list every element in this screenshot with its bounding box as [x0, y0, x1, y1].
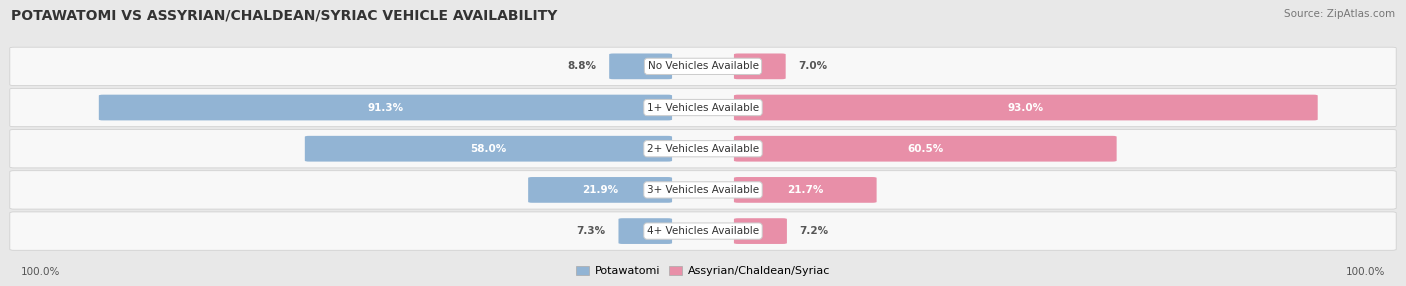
FancyBboxPatch shape	[305, 136, 672, 162]
Text: 100.0%: 100.0%	[21, 267, 60, 277]
FancyBboxPatch shape	[619, 218, 672, 244]
Text: 7.2%: 7.2%	[800, 226, 828, 236]
FancyBboxPatch shape	[10, 88, 1396, 127]
Text: 91.3%: 91.3%	[367, 103, 404, 112]
Text: 7.3%: 7.3%	[576, 226, 606, 236]
Text: No Vehicles Available: No Vehicles Available	[648, 61, 758, 71]
Text: 1+ Vehicles Available: 1+ Vehicles Available	[647, 103, 759, 112]
Text: 3+ Vehicles Available: 3+ Vehicles Available	[647, 185, 759, 195]
Text: 60.5%: 60.5%	[907, 144, 943, 154]
FancyBboxPatch shape	[10, 47, 1396, 86]
FancyBboxPatch shape	[734, 177, 876, 203]
Text: POTAWATOMI VS ASSYRIAN/CHALDEAN/SYRIAC VEHICLE AVAILABILITY: POTAWATOMI VS ASSYRIAN/CHALDEAN/SYRIAC V…	[11, 9, 558, 23]
FancyBboxPatch shape	[10, 130, 1396, 168]
Legend: Potawatomi, Assyrian/Chaldean/Syriac: Potawatomi, Assyrian/Chaldean/Syriac	[571, 261, 835, 281]
Text: Source: ZipAtlas.com: Source: ZipAtlas.com	[1284, 9, 1395, 19]
Text: 7.0%: 7.0%	[799, 61, 828, 71]
Text: 2+ Vehicles Available: 2+ Vehicles Available	[647, 144, 759, 154]
Text: 21.7%: 21.7%	[787, 185, 824, 195]
Text: 93.0%: 93.0%	[1008, 103, 1043, 112]
FancyBboxPatch shape	[10, 212, 1396, 250]
FancyBboxPatch shape	[734, 53, 786, 79]
FancyBboxPatch shape	[734, 136, 1116, 162]
FancyBboxPatch shape	[734, 95, 1317, 120]
FancyBboxPatch shape	[529, 177, 672, 203]
FancyBboxPatch shape	[609, 53, 672, 79]
Text: 8.8%: 8.8%	[568, 61, 596, 71]
Text: 100.0%: 100.0%	[1346, 267, 1385, 277]
Text: 58.0%: 58.0%	[471, 144, 506, 154]
FancyBboxPatch shape	[10, 171, 1396, 209]
FancyBboxPatch shape	[98, 95, 672, 120]
Text: 4+ Vehicles Available: 4+ Vehicles Available	[647, 226, 759, 236]
FancyBboxPatch shape	[734, 218, 787, 244]
Text: 21.9%: 21.9%	[582, 185, 619, 195]
